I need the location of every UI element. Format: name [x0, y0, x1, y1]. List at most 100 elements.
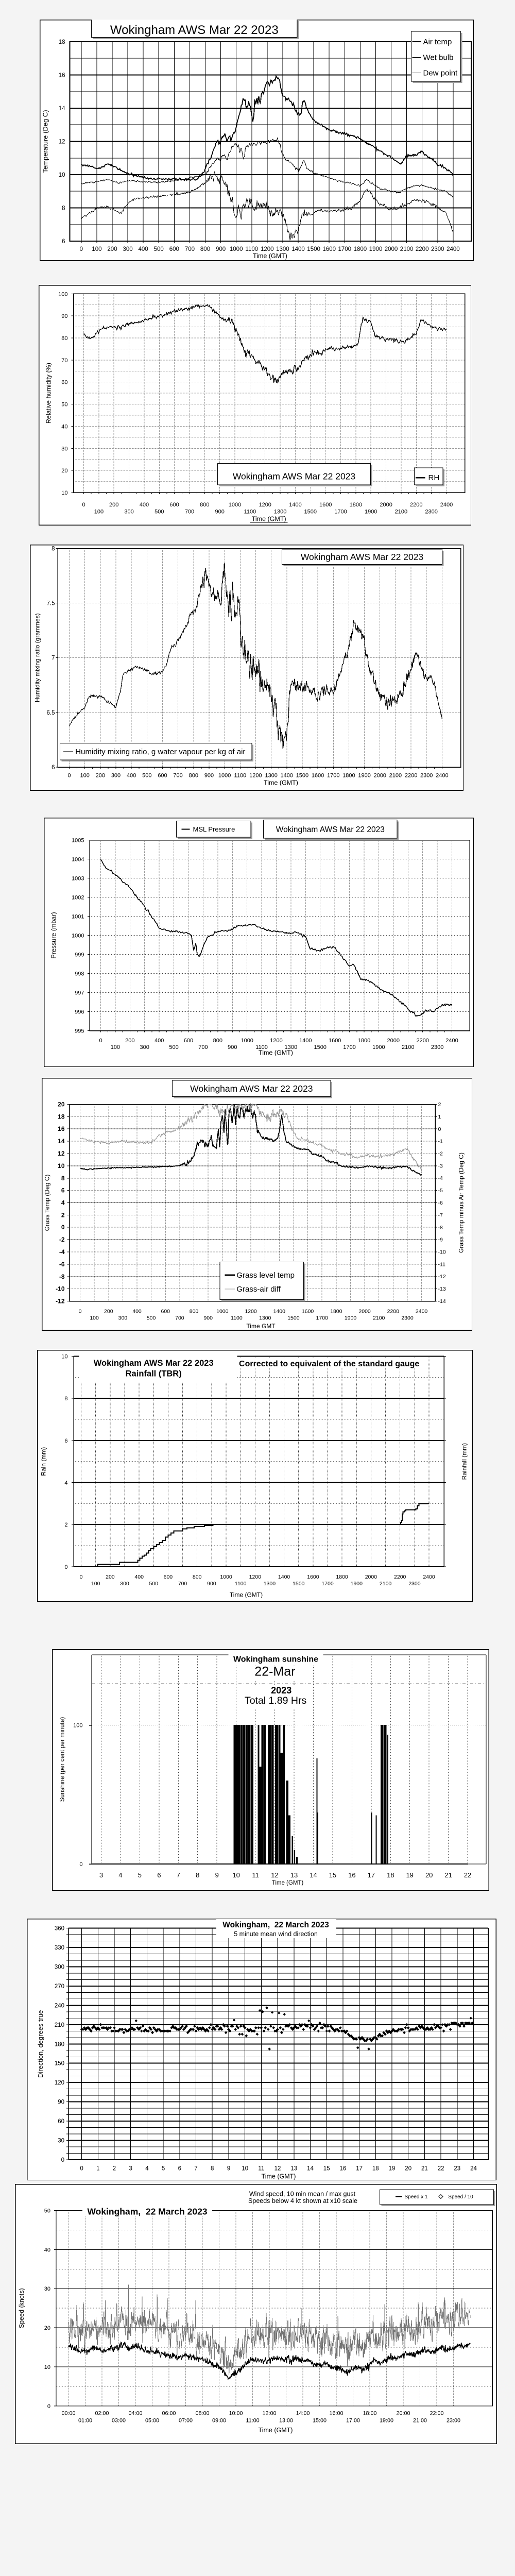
svg-text:100: 100 [90, 1315, 99, 1321]
svg-text:2200: 2200 [387, 1308, 399, 1314]
svg-text:300: 300 [118, 1315, 127, 1321]
svg-text:2100: 2100 [400, 246, 413, 252]
svg-text:2400: 2400 [440, 502, 452, 508]
svg-text:1005: 1005 [72, 837, 84, 843]
svg-text:7: 7 [52, 655, 55, 661]
svg-text:6: 6 [157, 1871, 161, 1879]
svg-text:998: 998 [75, 971, 84, 977]
svg-text:Wokingham sunshine: Wokingham sunshine [233, 1655, 318, 1664]
svg-text:0: 0 [82, 502, 85, 508]
svg-text:1700: 1700 [316, 1315, 328, 1321]
svg-text:4: 4 [61, 1199, 64, 1207]
svg-text:1900: 1900 [344, 1315, 356, 1321]
svg-text:4: 4 [64, 1480, 67, 1486]
svg-text:700: 700 [184, 509, 194, 515]
svg-text:50: 50 [61, 401, 67, 408]
svg-text:19: 19 [389, 2165, 396, 2172]
svg-text:1900: 1900 [358, 772, 370, 778]
svg-text:7: 7 [194, 2165, 197, 2172]
svg-text:20: 20 [58, 1101, 65, 1108]
svg-text:Time (GMT): Time (GMT) [229, 1591, 262, 1598]
svg-text:Wokingham AWS Mar 22 2023: Wokingham AWS Mar 22 2023 [93, 1359, 213, 1368]
svg-text:0: 0 [64, 1564, 67, 1570]
svg-text:360: 360 [55, 1925, 64, 1931]
svg-text:Rainfall (mm): Rainfall (mm) [460, 1443, 468, 1480]
svg-text:Time (GMT): Time (GMT) [251, 515, 286, 522]
svg-text:900: 900 [203, 1315, 213, 1321]
svg-text:07:00: 07:00 [179, 2417, 193, 2424]
svg-text:2200: 2200 [416, 1038, 428, 1044]
svg-text:10: 10 [242, 2165, 248, 2172]
svg-text:13: 13 [290, 1871, 297, 1879]
svg-text:1000: 1000 [220, 1574, 232, 1580]
svg-text:1002: 1002 [72, 894, 84, 901]
svg-text:2100: 2100 [373, 1315, 385, 1321]
svg-text:24: 24 [470, 2165, 477, 2172]
svg-text:11: 11 [252, 1871, 259, 1879]
svg-text:2100: 2100 [389, 772, 401, 778]
svg-text:1300: 1300 [263, 1581, 276, 1587]
svg-text:210: 210 [55, 2022, 64, 2028]
svg-text:-2: -2 [438, 1151, 442, 1157]
svg-text:9: 9 [227, 2165, 230, 2172]
svg-text:06:00: 06:00 [162, 2411, 176, 2417]
svg-text:-7: -7 [438, 1212, 442, 1218]
svg-text:1300: 1300 [265, 772, 277, 778]
svg-text:23: 23 [454, 2165, 460, 2172]
svg-text:700: 700 [173, 772, 182, 778]
svg-text:Wokingham, 22 March 2023: Wokingham, 22 March 2023 [87, 2207, 207, 2217]
svg-text:1003: 1003 [72, 875, 84, 882]
svg-text:2000: 2000 [384, 246, 398, 252]
svg-text:2200: 2200 [415, 246, 428, 252]
svg-text:10: 10 [58, 172, 65, 178]
svg-text:2000: 2000 [380, 502, 392, 508]
svg-text:9: 9 [215, 1871, 218, 1879]
svg-text:-6: -6 [438, 1200, 442, 1206]
svg-text:14: 14 [310, 1871, 317, 1879]
svg-text:0: 0 [438, 1126, 441, 1132]
svg-text:14: 14 [307, 2165, 314, 2172]
svg-text:-8: -8 [59, 1273, 64, 1280]
svg-text:800: 800 [189, 1308, 198, 1314]
svg-text:1001: 1001 [72, 913, 84, 920]
svg-text:500: 500 [146, 1315, 156, 1321]
svg-text:80: 80 [61, 335, 67, 342]
svg-text:23:00: 23:00 [447, 2417, 460, 2424]
svg-text:50: 50 [44, 2208, 50, 2214]
svg-text:-2: -2 [59, 1236, 64, 1243]
svg-text:Wokingham AWS Mar 22 2023: Wokingham AWS Mar 22 2023 [232, 471, 355, 481]
svg-text:400: 400 [138, 246, 148, 252]
svg-text:0: 0 [78, 1308, 81, 1314]
svg-text:1900: 1900 [372, 1044, 385, 1050]
svg-text:1000: 1000 [72, 933, 84, 939]
svg-text:-1: -1 [438, 1139, 442, 1145]
svg-text:14:00: 14:00 [296, 2411, 310, 2417]
svg-text:2200: 2200 [404, 772, 417, 778]
svg-text:14: 14 [58, 1138, 65, 1145]
svg-text:14: 14 [58, 106, 65, 112]
svg-text:-4: -4 [59, 1248, 64, 1256]
svg-text:Speed (knots): Speed (knots) [18, 2288, 25, 2328]
svg-text:16:00: 16:00 [329, 2411, 343, 2417]
svg-text:1500: 1500 [287, 1315, 300, 1321]
svg-text:08:00: 08:00 [195, 2411, 209, 2417]
svg-text:300: 300 [123, 246, 132, 252]
svg-text:04:00: 04:00 [128, 2411, 142, 2417]
svg-text:2000: 2000 [387, 1038, 399, 1044]
svg-text:500: 500 [142, 772, 151, 778]
svg-text:18: 18 [58, 39, 65, 45]
svg-text:2300: 2300 [401, 1315, 414, 1321]
svg-text:16: 16 [340, 2165, 347, 2172]
svg-text:120: 120 [55, 2080, 64, 2086]
svg-text:8: 8 [196, 1871, 199, 1879]
svg-text:900: 900 [207, 1581, 216, 1587]
svg-text:18: 18 [372, 2165, 379, 2172]
svg-text:200: 200 [107, 246, 117, 252]
svg-text:500: 500 [149, 1581, 158, 1587]
svg-text:300: 300 [55, 1964, 64, 1970]
svg-text:18: 18 [58, 1113, 65, 1120]
svg-text:8: 8 [52, 546, 55, 552]
svg-text:Relative humidity (%): Relative humidity (%) [45, 363, 52, 423]
svg-text:12: 12 [274, 2165, 281, 2172]
svg-text:270: 270 [55, 1983, 64, 1989]
